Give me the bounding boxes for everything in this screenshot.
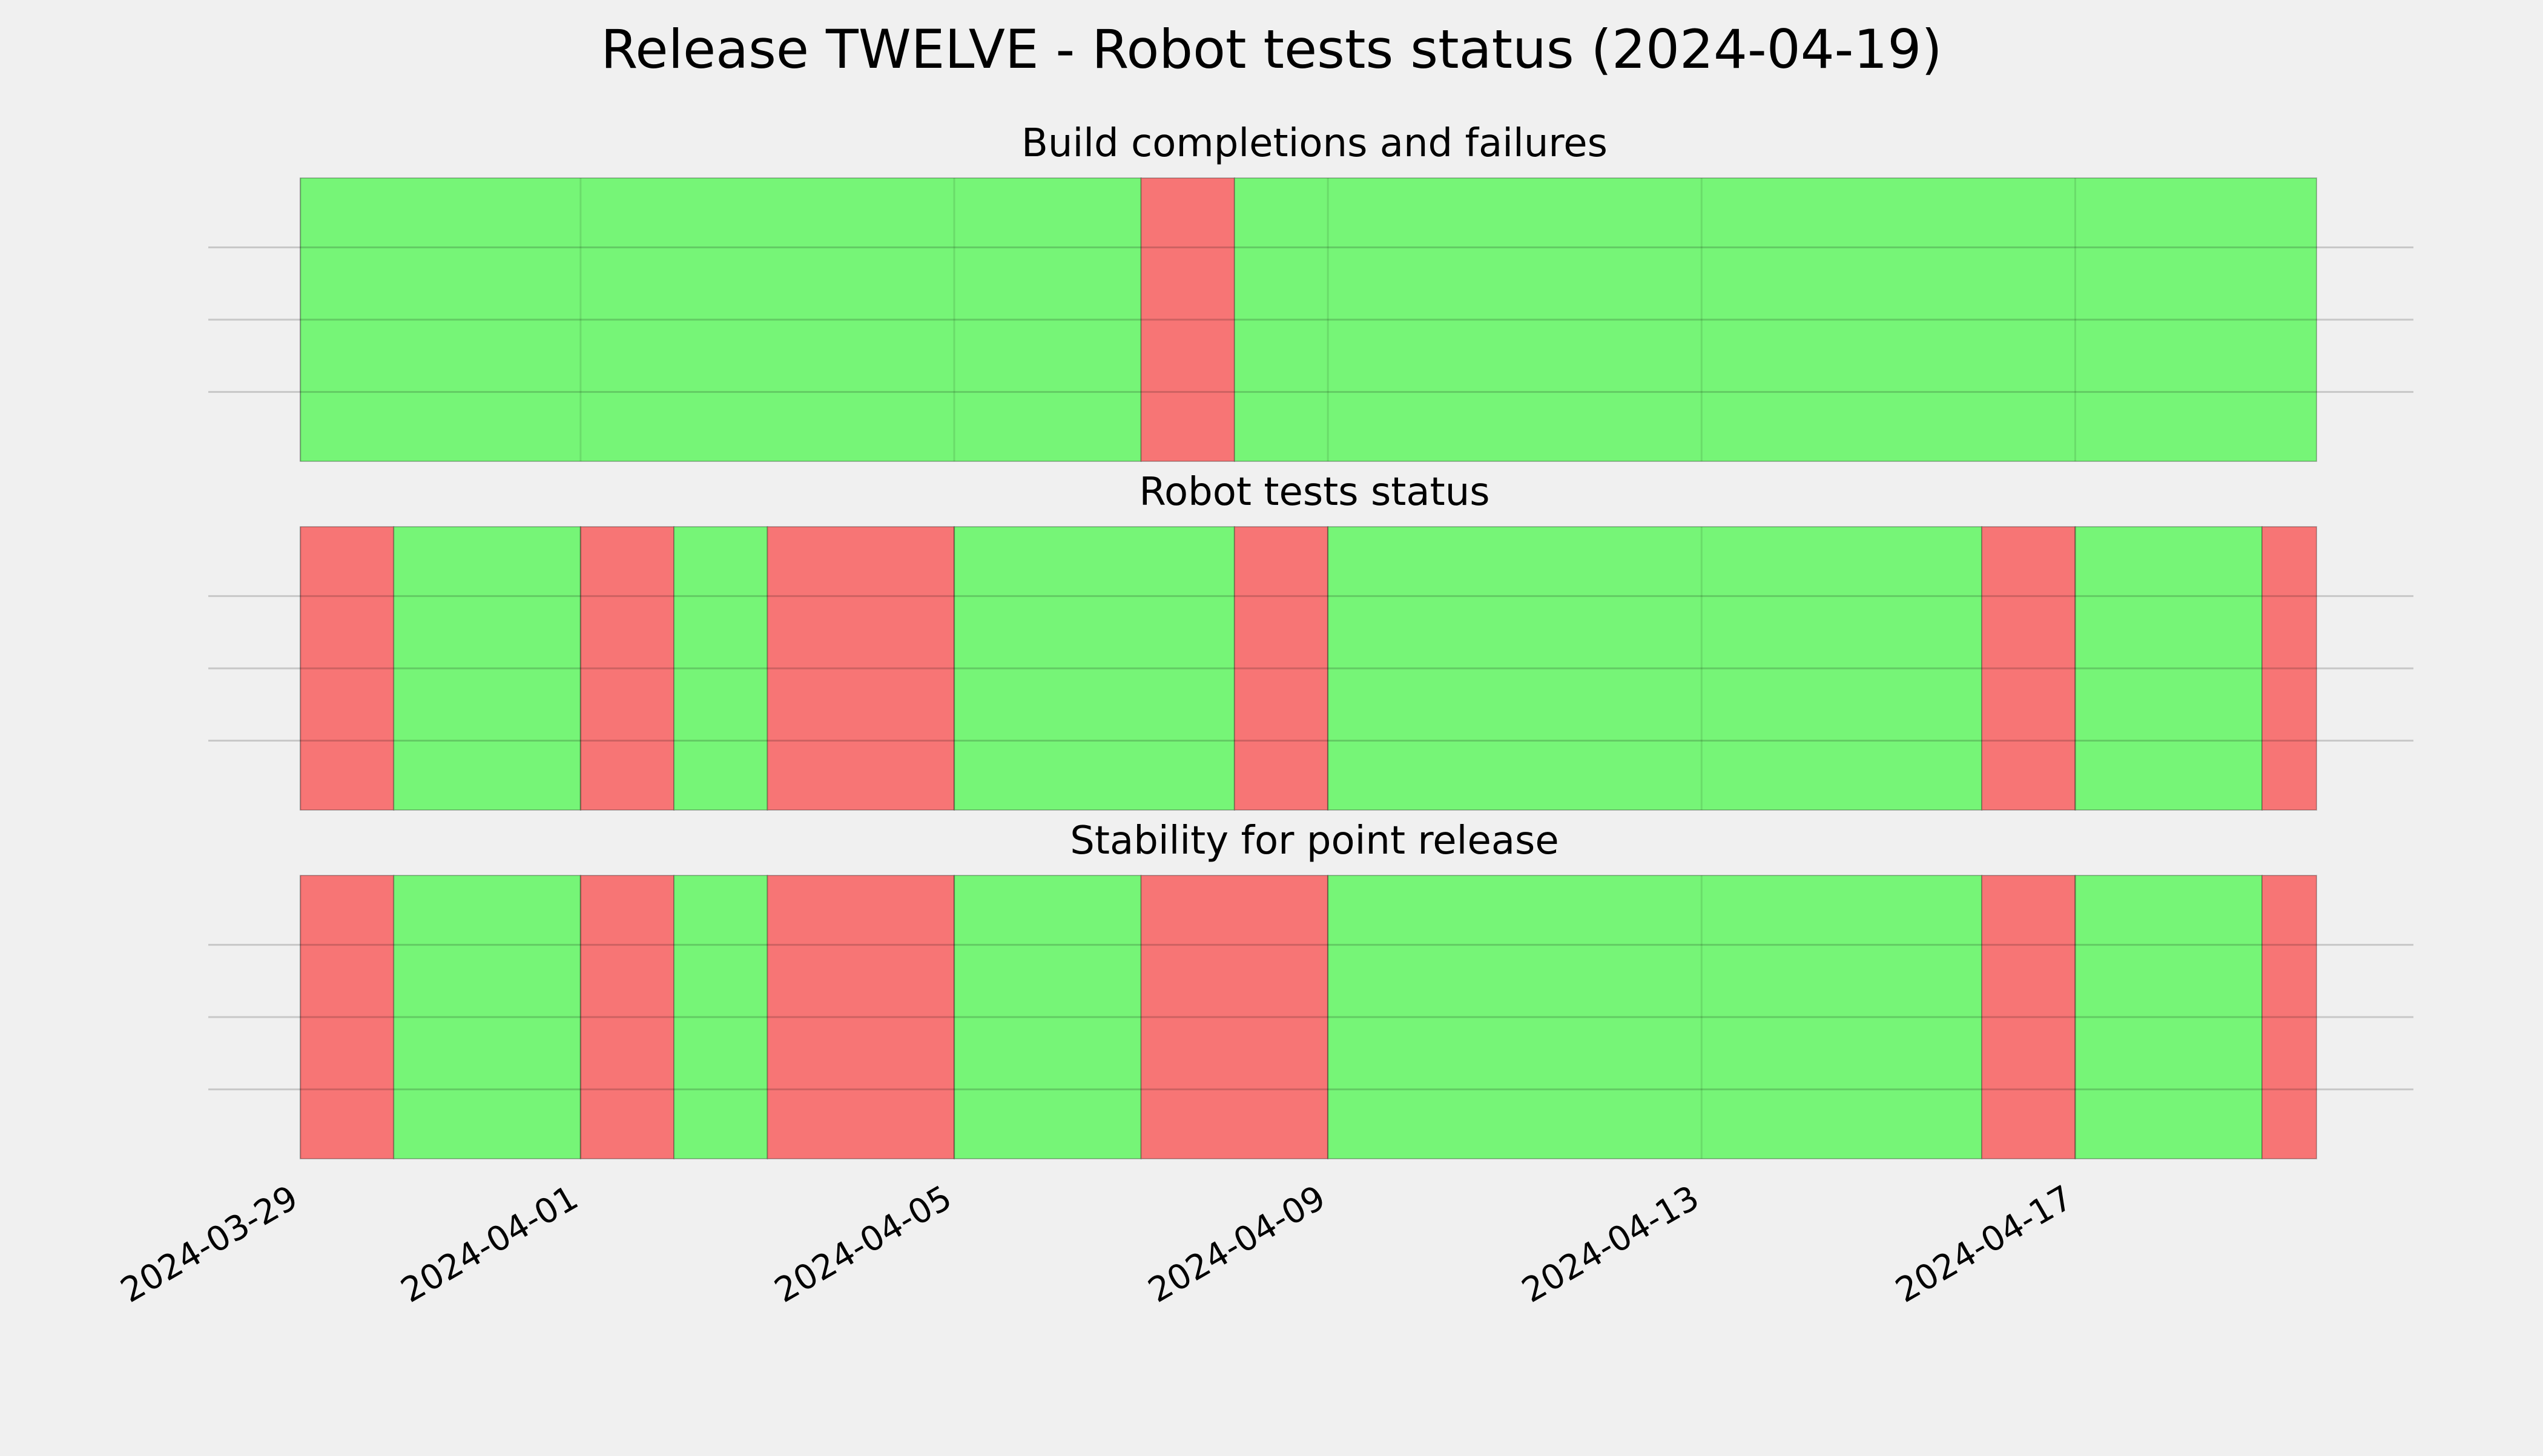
panel-3: Stability for point release bbox=[208, 819, 2413, 1159]
status-segment-pass bbox=[393, 526, 581, 811]
status-segment-pass bbox=[393, 875, 581, 1159]
panel-title: Robot tests status bbox=[1139, 470, 1489, 515]
status-segment-fail bbox=[579, 875, 675, 1159]
x-tick-label: 2024-04-13 bbox=[1516, 1178, 1706, 1311]
x-tick-label: 2024-04-01 bbox=[395, 1178, 585, 1311]
status-segment-fail bbox=[1140, 875, 1329, 1159]
status-segment-pass bbox=[673, 526, 768, 811]
panel-2: Robot tests status bbox=[208, 470, 2413, 811]
status-segment-pass bbox=[2074, 526, 2263, 811]
x-axis: 2024-03-29 2024-04-01 2024-04-05 2024-04-09… bbox=[114, 1178, 2080, 1311]
status-segment-pass bbox=[1327, 875, 1983, 1159]
status-segment-pass bbox=[954, 875, 1142, 1159]
status-segment-fail bbox=[1140, 177, 1235, 462]
x-tick-label: 2024-04-05 bbox=[768, 1178, 958, 1311]
status-segment-pass bbox=[673, 875, 768, 1159]
panel-1: Build completions and failures bbox=[208, 121, 2413, 462]
x-tick-label: 2024-03-29 bbox=[114, 1178, 305, 1311]
status-segment-fail bbox=[767, 875, 955, 1159]
panel-title: Stability for point release bbox=[1070, 819, 1559, 863]
status-segment-fail bbox=[1981, 875, 2076, 1159]
status-segment-pass bbox=[954, 526, 1235, 811]
status-segment-fail bbox=[579, 526, 675, 811]
x-tick-label: 2024-04-09 bbox=[1142, 1178, 1332, 1311]
status-segment-fail bbox=[300, 526, 395, 811]
status-segment-fail bbox=[300, 875, 395, 1159]
status-segment-fail bbox=[1233, 526, 1329, 811]
status-segment-fail bbox=[2261, 875, 2317, 1159]
x-tick-label: 2024-04-17 bbox=[1889, 1178, 2079, 1311]
panel-title: Build completions and failures bbox=[1021, 121, 1608, 166]
status-segment-pass bbox=[300, 177, 1142, 462]
panels-group: Build completions and failures Robot test… bbox=[208, 121, 2413, 1159]
status-segment-pass bbox=[2074, 875, 2263, 1159]
status-segment-pass bbox=[1327, 526, 1983, 811]
status-segment-fail bbox=[2261, 526, 2317, 811]
status-segment-fail bbox=[767, 526, 955, 811]
status-segment-pass bbox=[1233, 177, 2317, 462]
chart-title: Release TWELVE - Robot tests status (202… bbox=[601, 18, 1942, 81]
